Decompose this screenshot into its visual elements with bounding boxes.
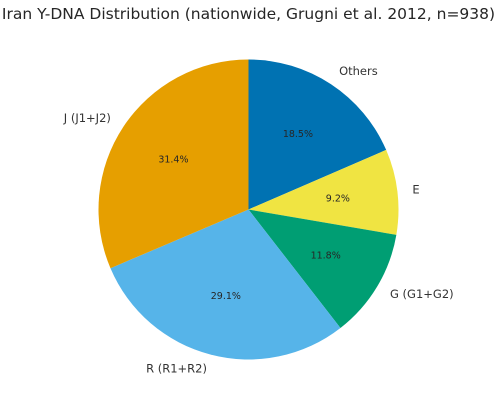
chart-title: Iran Y-DNA Distribution (nationwide, Gru… <box>2 5 495 23</box>
pie-slice-others <box>248 59 387 210</box>
pct-label-j-j1-j2: 31.4% <box>158 154 188 165</box>
pie-slice-j-j1-j2 <box>98 59 249 269</box>
pie-slices <box>98 59 399 360</box>
pct-label-r-r1-r2: 29.1% <box>211 291 241 302</box>
slice-label-e: E <box>412 182 419 196</box>
slice-label-r-r1-r2: R (R1+R2) <box>146 362 207 376</box>
pie-slice-r-r1-r2 <box>110 209 341 360</box>
pie-slice-e <box>248 149 399 235</box>
slice-label-j-j1-j2: J (J1+J2) <box>63 111 111 125</box>
pct-label-g-g1-g2: 11.8% <box>311 250 341 261</box>
pct-label-e: 9.2% <box>326 193 350 204</box>
percentage-labels: 18.5% 9.2% 11.8% 29.1% 31.4% <box>158 129 350 302</box>
pie-slice-g-g1-g2 <box>248 209 397 329</box>
pct-label-others: 18.5% <box>283 129 313 140</box>
slice-label-others: Others <box>339 64 378 78</box>
slice-labels: Others E G (G1+G2) R (R1+R2) J (J1+J2) <box>63 64 454 376</box>
slice-label-g-g1-g2: G (G1+G2) <box>390 287 454 301</box>
